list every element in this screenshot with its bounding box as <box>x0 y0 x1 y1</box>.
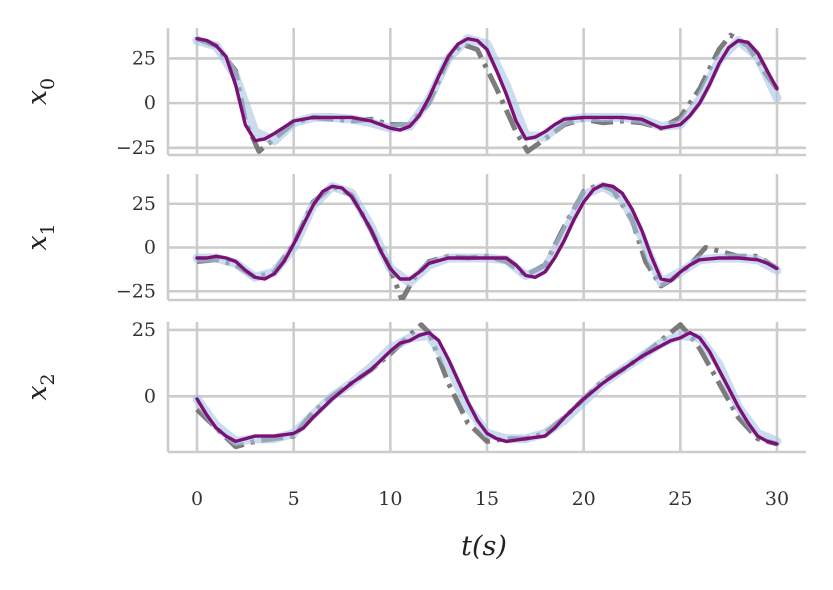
subplot-panels: 25 0 −25 x0 25 0 −25 x1 25 0 x2 <box>22 28 806 454</box>
x-tick-label: 25 <box>668 488 692 510</box>
series-line-prediction <box>195 182 779 283</box>
x-tick-label: 10 <box>378 488 402 510</box>
y-axis-label: x0 <box>22 78 59 105</box>
series-line-prediction <box>195 37 779 143</box>
x-tick-label: 30 <box>765 488 789 510</box>
x-tick-label: 20 <box>572 488 596 510</box>
y-tick-label: 0 <box>144 237 156 259</box>
y-tick-label: 0 <box>144 385 156 407</box>
y-tick-label: 25 <box>132 47 156 69</box>
x-axis-label: t(s) <box>461 531 507 562</box>
y-axis-label: x2 <box>22 373 59 400</box>
y-tick-label: −25 <box>116 280 156 302</box>
x-tick-label: 5 <box>288 488 300 510</box>
y-tick-label: 25 <box>132 319 156 341</box>
y-tick-label: 25 <box>132 193 156 215</box>
subplot-x0: 25 0 −25 x0 <box>22 28 806 159</box>
subplot-x2: 25 0 x2 <box>22 319 806 454</box>
y-tick-label: −25 <box>116 137 156 159</box>
x-tick-label: 0 <box>191 488 203 510</box>
x-tick-label: 15 <box>475 488 499 510</box>
y-tick-label: 0 <box>144 92 156 114</box>
y-axis-label: x1 <box>22 223 59 250</box>
x-tick-labels: 0 5 10 15 20 25 30 <box>191 488 789 510</box>
subplot-x1: 25 0 −25 x1 <box>22 174 806 302</box>
series-line-prediction <box>195 330 779 446</box>
